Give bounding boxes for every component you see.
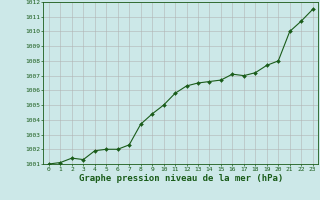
X-axis label: Graphe pression niveau de la mer (hPa): Graphe pression niveau de la mer (hPa) — [79, 174, 283, 183]
